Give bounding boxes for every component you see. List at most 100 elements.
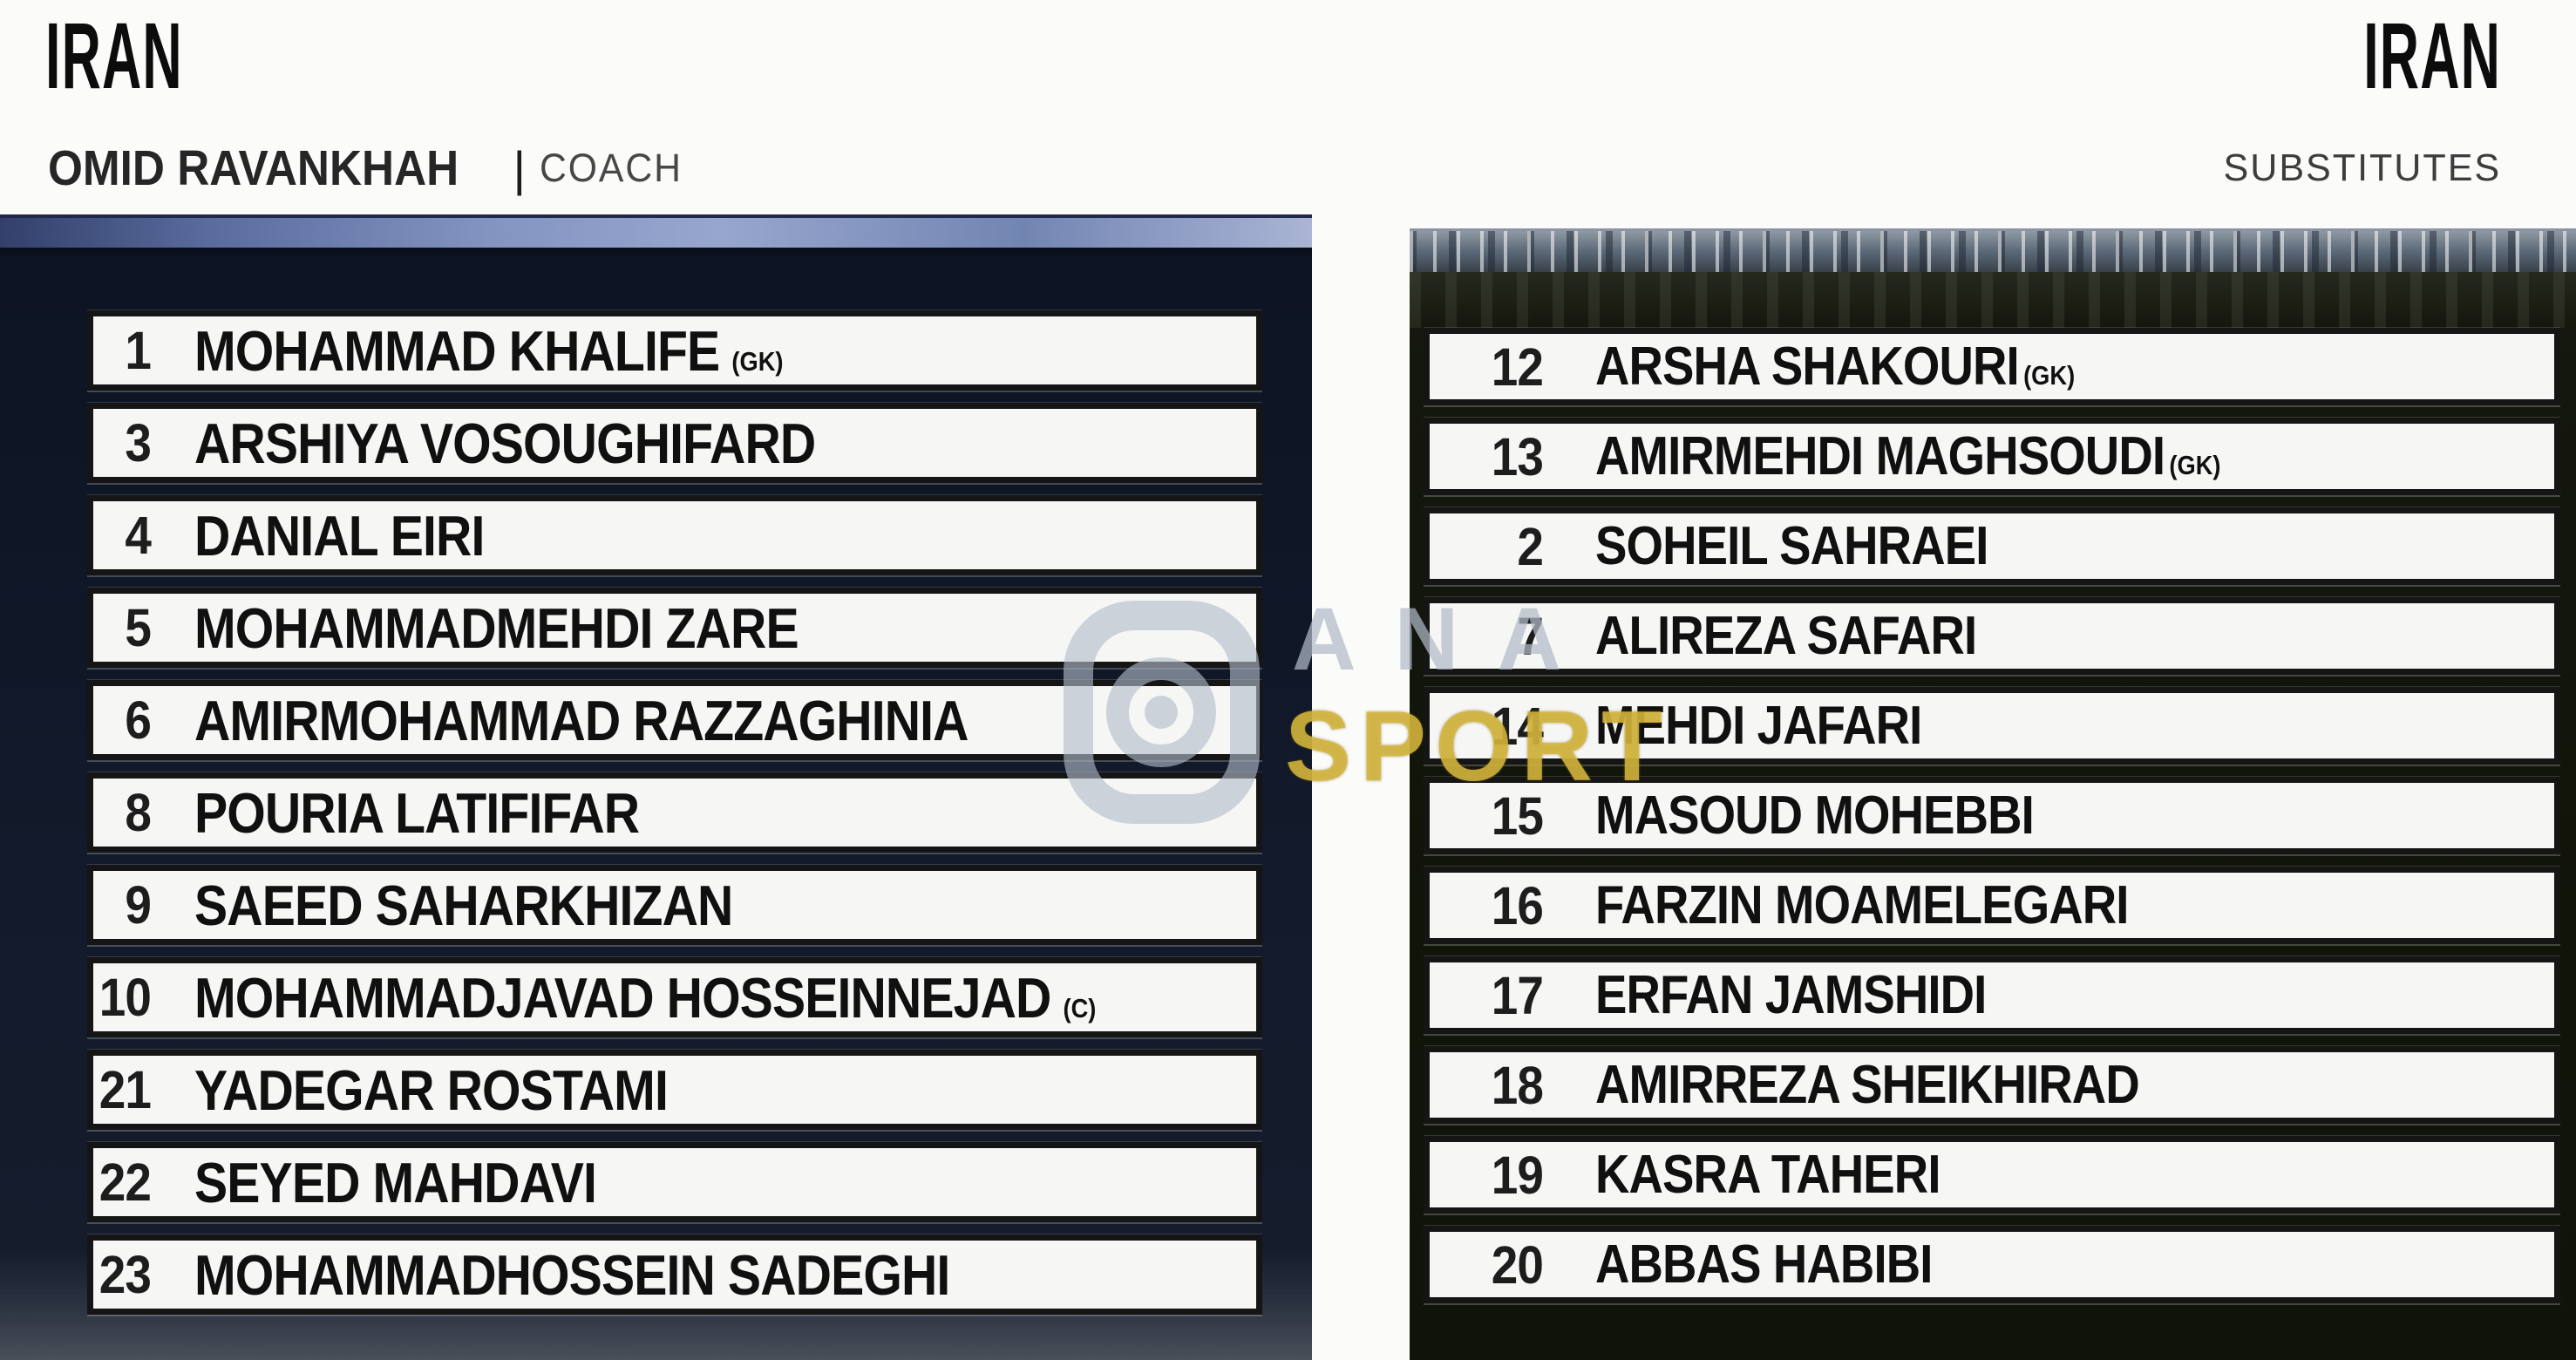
player-number: 21 bbox=[99, 1060, 152, 1119]
substitutes-subtitle: SUBSTITUTES bbox=[2223, 146, 2501, 189]
player-row: 9 SAEED SAHARKHIZAN bbox=[87, 865, 1262, 945]
coach-label: COACH bbox=[540, 146, 683, 190]
player-name: SEYED MAHDAVI bbox=[194, 1150, 597, 1214]
player-row: 10 MOHAMMADJAVAD HOSSEINNEJAD (C) bbox=[87, 957, 1262, 1037]
player-name: ABBAS HABIBI bbox=[1595, 1234, 1933, 1295]
player-name: ERFAN JAMSHIDI bbox=[1595, 965, 1987, 1025]
player-name-wrap: ALIREZA SAFARI bbox=[1595, 605, 1977, 667]
team-title-right: IRAN bbox=[2363, 3, 2501, 108]
player-name: MOHAMMADMEHDI ZARE bbox=[194, 595, 799, 660]
right-panel-header: IRAN SUBSTITUTES bbox=[1410, 0, 2576, 228]
player-badge: (GK) bbox=[731, 345, 784, 377]
player-row: 2 SOHEIL SAHRAEI bbox=[1424, 507, 2560, 585]
player-name: ARSHA SHAKOURI bbox=[1595, 337, 2020, 397]
player-name: AMIRMOHAMMAD RAZZAGHINIA bbox=[194, 688, 969, 752]
player-number: 15 bbox=[1491, 785, 1544, 846]
player-name: MOHAMMADJAVAD HOSSEINNEJAD bbox=[194, 965, 1051, 1030]
stadium-crowd-strip bbox=[1410, 228, 2576, 275]
player-name: SAEED SAHARKHIZAN bbox=[194, 873, 733, 937]
player-row: 7 ALIREZA SAFARI bbox=[1424, 597, 2560, 675]
player-name-wrap: ERFAN JAMSHIDI bbox=[1595, 964, 1987, 1026]
starters-list: 1 MOHAMMAD KHALIFE (GK) 3 ARSHIYA VOSOUGH… bbox=[87, 310, 1262, 1327]
player-name-wrap: YADEGAR ROSTAMI bbox=[194, 1057, 669, 1123]
player-row: 20 ABBAS HABIBI bbox=[1424, 1226, 2560, 1303]
left-panel-header: IRAN OMID RAVANKHAH | COACH bbox=[0, 0, 1410, 216]
stadium-dark-strip bbox=[1410, 272, 2576, 328]
player-name: FARZIN MOAMELEGARI bbox=[1595, 875, 2129, 935]
player-number: 12 bbox=[1491, 337, 1544, 397]
player-row: 19 KASRA TAHERI bbox=[1424, 1136, 2560, 1214]
player-name-wrap: ARSHA SHAKOURI (GK) bbox=[1595, 336, 2075, 398]
player-name-wrap: POURIA LATIFIFAR bbox=[194, 780, 640, 846]
player-number: 22 bbox=[99, 1153, 152, 1212]
player-row: 5 MOHAMMADMEHDI ZARE bbox=[87, 588, 1262, 668]
player-name: ALIREZA SAFARI bbox=[1595, 606, 1977, 666]
player-name-wrap: AMIRMOHAMMAD RAZZAGHINIA bbox=[194, 688, 969, 753]
player-name: ARSHIYA VOSOUGHIFARD bbox=[194, 411, 816, 475]
player-row: 1 MOHAMMAD KHALIFE (GK) bbox=[87, 310, 1262, 391]
player-name-wrap: SEYED MAHDAVI bbox=[194, 1150, 597, 1215]
player-row: 12 ARSHA SHAKOURI (GK) bbox=[1424, 328, 2560, 405]
coach-separator: | bbox=[513, 140, 527, 196]
player-badge: (GK) bbox=[2023, 360, 2076, 391]
player-row: 16 FARZIN MOAMELEGARI bbox=[1424, 867, 2560, 944]
player-number: 3 bbox=[125, 413, 152, 473]
player-name: MEHDI JAFARI bbox=[1595, 696, 1922, 756]
player-number: 4 bbox=[125, 506, 152, 565]
player-name-wrap: AMIRREZA SHEIKHIRAD bbox=[1595, 1054, 2140, 1116]
player-row: 4 DANIAL EIRI bbox=[87, 495, 1262, 575]
player-name: AMIRMEHDI MAGHSOUDI bbox=[1595, 426, 2165, 486]
player-row: 22 SEYED MAHDAVI bbox=[87, 1142, 1262, 1222]
player-name-wrap: MOHAMMADJAVAD HOSSEINNEJAD (C) bbox=[194, 965, 1096, 1030]
player-number: 16 bbox=[1491, 875, 1544, 935]
player-name-wrap: MEHDI JAFARI bbox=[1595, 695, 1922, 757]
player-name-wrap: SOHEIL SAHRAEI bbox=[1595, 515, 1988, 577]
player-name-wrap: ABBAS HABIBI bbox=[1595, 1234, 1933, 1295]
player-name-wrap: MOHAMMADMEHDI ZARE bbox=[194, 595, 799, 661]
player-row: 23 MOHAMMADHOSSEIN SADEGHI bbox=[87, 1234, 1262, 1315]
player-name: YADEGAR ROSTAMI bbox=[194, 1057, 669, 1122]
player-name: POURIA LATIFIFAR bbox=[194, 780, 640, 845]
player-name-wrap: SAEED SAHARKHIZAN bbox=[194, 873, 733, 938]
player-number: 6 bbox=[125, 690, 152, 750]
player-name: DANIAL EIRI bbox=[194, 503, 485, 568]
player-number: 10 bbox=[99, 968, 152, 1027]
player-number: 23 bbox=[99, 1245, 152, 1304]
player-badge: (GK) bbox=[2169, 450, 2221, 480]
player-row: 18 AMIRREZA SHEIKHIRAD bbox=[1424, 1046, 2560, 1124]
player-number: 1 bbox=[125, 321, 152, 380]
player-number: 19 bbox=[1491, 1145, 1544, 1205]
header-divider-bar bbox=[0, 214, 1312, 255]
substitutes-list: 12 ARSHA SHAKOURI (GK) 13 AMIRMEHDI MAGHS… bbox=[1424, 328, 2560, 1316]
player-name-wrap: MASOUD MOHEBBI bbox=[1595, 785, 2035, 847]
player-number: 8 bbox=[125, 783, 152, 842]
player-name-wrap: DANIAL EIRI bbox=[194, 503, 485, 568]
player-row: 3 ARSHIYA VOSOUGHIFARD bbox=[87, 403, 1262, 483]
player-name: MOHAMMADHOSSEIN SADEGHI bbox=[194, 1242, 950, 1307]
player-row: 17 ERFAN JAMSHIDI bbox=[1424, 956, 2560, 1034]
player-number: 13 bbox=[1491, 426, 1544, 486]
player-number: 7 bbox=[1517, 606, 1544, 666]
player-number: 9 bbox=[125, 875, 152, 935]
player-name: SOHEIL SAHRAEI bbox=[1595, 516, 1988, 576]
player-number: 2 bbox=[1517, 516, 1544, 576]
player-number: 17 bbox=[1491, 965, 1544, 1025]
player-number: 5 bbox=[125, 598, 152, 657]
player-number: 18 bbox=[1491, 1055, 1544, 1115]
player-name: MASOUD MOHEBBI bbox=[1595, 785, 2035, 846]
player-name-wrap: ARSHIYA VOSOUGHIFARD bbox=[194, 411, 816, 476]
player-name: AMIRREZA SHEIKHIRAD bbox=[1595, 1055, 2140, 1115]
coach-name: OMID RAVANKHAH bbox=[48, 140, 459, 196]
player-name: KASRA TAHERI bbox=[1595, 1145, 1940, 1205]
team-title-left: IRAN bbox=[45, 3, 183, 108]
player-badge: (C) bbox=[1063, 992, 1097, 1023]
player-row: 13 AMIRMEHDI MAGHSOUDI (GK) bbox=[1424, 418, 2560, 495]
coach-line: OMID RAVANKHAH | COACH bbox=[48, 139, 690, 197]
player-name-wrap: MOHAMMAD KHALIFE (GK) bbox=[194, 318, 784, 384]
player-number: 14 bbox=[1491, 696, 1544, 756]
player-name-wrap: FARZIN MOAMELEGARI bbox=[1595, 874, 2129, 936]
player-row: 15 MASOUD MOHEBBI bbox=[1424, 777, 2560, 854]
player-name-wrap: MOHAMMADHOSSEIN SADEGHI bbox=[194, 1242, 950, 1308]
player-name-wrap: AMIRMEHDI MAGHSOUDI (GK) bbox=[1595, 425, 2221, 487]
